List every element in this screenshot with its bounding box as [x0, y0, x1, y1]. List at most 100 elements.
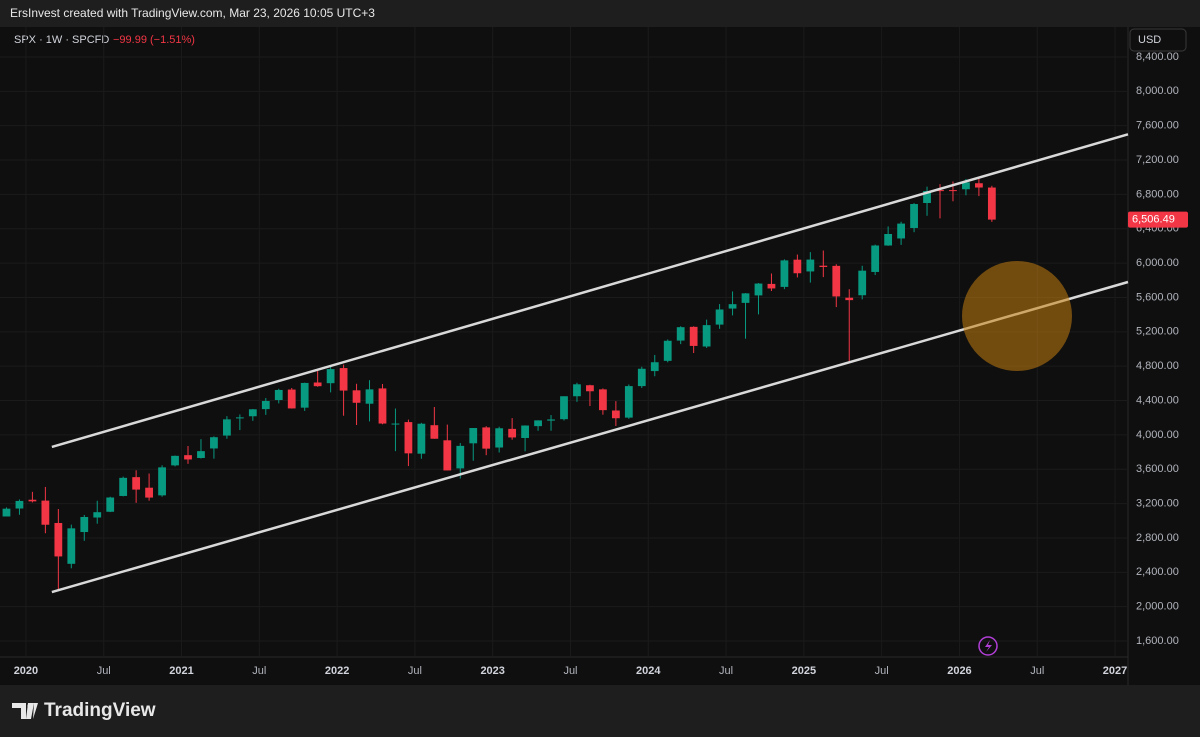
candle-body [313, 382, 322, 387]
candle-body [897, 223, 905, 239]
y-tick-label: 3,600.00 [1136, 463, 1179, 475]
y-tick-label: 5,200.00 [1136, 326, 1179, 338]
candle-body [508, 428, 517, 438]
candle-body [119, 477, 128, 496]
candle-body [2, 508, 11, 517]
x-tick-label: 2026 [947, 665, 971, 677]
candle-body [936, 190, 944, 192]
candle-body [158, 467, 166, 496]
candle-body [637, 368, 646, 387]
y-tick-label: 1,600.00 [1136, 635, 1179, 647]
candle-body [391, 423, 400, 425]
x-tick-label: 2024 [636, 665, 661, 677]
candle-body [41, 500, 50, 525]
candle-body [404, 422, 413, 454]
x-tick-label: Jul [719, 665, 733, 677]
candle-body [132, 477, 141, 490]
candle-body [624, 386, 633, 418]
candle-body [300, 382, 309, 408]
candle-body [741, 293, 750, 303]
candle-body [106, 497, 115, 512]
candle-body [482, 427, 491, 449]
y-tick-label: 4,800.00 [1136, 360, 1179, 372]
footer-brand: TradingView [44, 700, 156, 721]
candle-body [845, 297, 854, 301]
candle-body [378, 388, 387, 424]
last-price-label: 6,506.49 [1132, 214, 1175, 226]
y-tick-label: 7,200.00 [1136, 154, 1179, 166]
candle-body [715, 309, 724, 325]
candle-body [676, 327, 685, 341]
x-tick-label: 2021 [169, 665, 193, 677]
candle-body [326, 369, 335, 384]
candle-body [171, 455, 179, 466]
candle-body [352, 390, 361, 403]
candle-body [430, 425, 439, 439]
candle-body [28, 499, 37, 502]
candle-body [261, 400, 270, 410]
y-tick-label: 2,000.00 [1136, 601, 1179, 613]
candle-body [560, 396, 568, 420]
candle-body [910, 204, 918, 228]
candle-body [767, 283, 776, 289]
candle-body [469, 428, 478, 444]
x-tick-label: Jul [252, 665, 266, 677]
candle-body [573, 384, 581, 397]
y-tick-label: 4,400.00 [1136, 394, 1179, 406]
candle-body [365, 389, 374, 404]
x-tick-label: 2020 [14, 665, 38, 677]
highlight-circle [962, 261, 1072, 371]
channel-line [51, 133, 1129, 449]
y-tick-label: 7,600.00 [1136, 120, 1179, 132]
candle-body [197, 451, 205, 458]
currency[interactable]: USD [1138, 34, 1161, 46]
logo-dot [27, 703, 33, 709]
candle-body [819, 265, 828, 267]
candle-body [663, 340, 672, 361]
candle-body [728, 304, 737, 309]
candle-body [702, 325, 711, 347]
candle-body [599, 389, 607, 411]
candle-body [80, 517, 89, 533]
x-tick-label: Jul [97, 665, 111, 677]
candle-body [235, 417, 244, 419]
x-tick-label: Jul [408, 665, 422, 677]
candle-body [521, 425, 529, 438]
x-tick-label: Jul [1030, 665, 1044, 677]
x-tick-label: 2022 [325, 665, 349, 677]
candle-body [858, 270, 867, 296]
candle-body [443, 440, 452, 471]
candle-body [987, 187, 996, 220]
candle-body [884, 233, 893, 246]
y-tick-label: 4,000.00 [1136, 429, 1179, 441]
candle-body [832, 265, 841, 297]
candle-body [923, 190, 931, 203]
candle-body [339, 368, 348, 391]
event-icon[interactable] [978, 636, 998, 656]
header: ErsInvest created with TradingView.com, … [10, 6, 375, 20]
y-tick-label: 2,800.00 [1136, 532, 1179, 544]
candle-body [495, 428, 504, 448]
plot: 1,600.00 2,000.00 2,400.00 2,800.00 3,200.00… [0, 27, 1188, 677]
currency-button[interactable] [1129, 28, 1187, 52]
y-tick-label: 5,600.00 [1136, 291, 1179, 303]
change: −99.99 (−1.51%) [113, 34, 195, 46]
candle-body [586, 385, 594, 392]
candle-body [871, 245, 880, 272]
candle-body [15, 500, 24, 509]
candle-body [287, 389, 296, 409]
x-tick-label: 2025 [792, 665, 816, 677]
candle-body [93, 512, 102, 518]
candle-body [650, 362, 659, 372]
candle-body [145, 487, 153, 498]
candle-body [456, 445, 465, 469]
event-icon-bolt [985, 640, 992, 652]
candle-body [689, 326, 698, 346]
candle-body [184, 455, 192, 460]
x-tick-label: Jul [875, 665, 889, 677]
candle-body [210, 437, 218, 449]
channel-line [51, 280, 1129, 594]
candle-body [949, 190, 957, 192]
symbol: SPX · 1W · SPCFD [14, 34, 109, 46]
